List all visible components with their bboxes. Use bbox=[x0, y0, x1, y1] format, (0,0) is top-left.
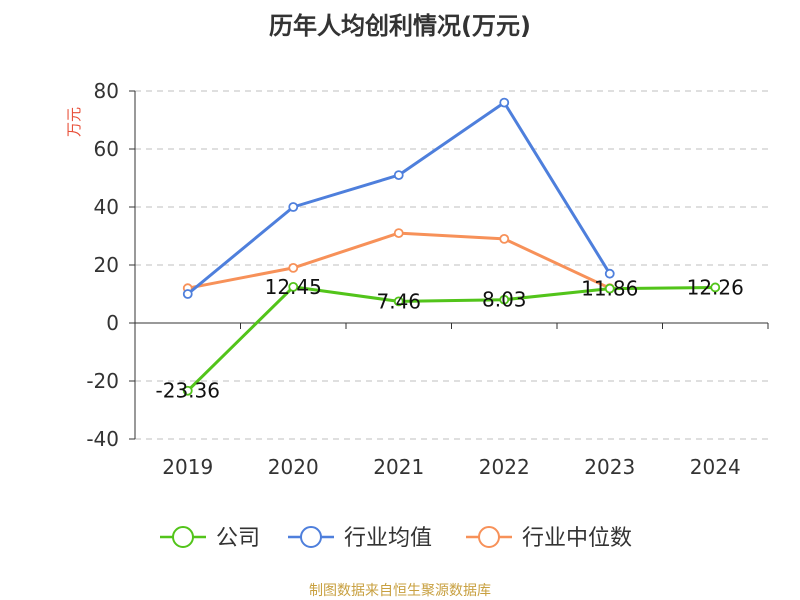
legend-marker bbox=[172, 526, 194, 548]
data-point bbox=[288, 262, 299, 273]
y-axis-label: 万元 bbox=[65, 107, 83, 137]
y-tick-label: 20 bbox=[94, 253, 119, 277]
data-point bbox=[393, 296, 404, 307]
x-tick-label: 2019 bbox=[162, 455, 213, 479]
y-tick-label: 0 bbox=[106, 311, 119, 335]
data-point bbox=[393, 228, 404, 239]
source-note: 制图数据来自恒生聚源数据库 bbox=[309, 583, 491, 599]
x-tick-label: 2021 bbox=[373, 455, 424, 479]
data-point bbox=[499, 294, 510, 305]
y-tick-label: -20 bbox=[86, 369, 119, 393]
legend-marker bbox=[300, 526, 322, 548]
data-label: 11.86 bbox=[581, 277, 638, 301]
x-tick-label: 2023 bbox=[584, 455, 635, 479]
x-tick-label: 2024 bbox=[690, 455, 741, 479]
y-tick-label: -40 bbox=[86, 427, 119, 451]
data-point bbox=[288, 281, 299, 292]
data-point bbox=[499, 233, 510, 244]
chart-title: 历年人均创利情况(万元) bbox=[269, 12, 531, 40]
data-point bbox=[393, 170, 404, 181]
legend-label: 公司 bbox=[216, 526, 260, 551]
legend-marker bbox=[478, 526, 500, 548]
data-label: -23.36 bbox=[156, 379, 220, 403]
data-point bbox=[604, 283, 615, 294]
y-tick-label: 60 bbox=[94, 137, 119, 161]
legend-label: 行业均值 bbox=[344, 526, 432, 551]
data-label: 12.26 bbox=[687, 275, 744, 299]
data-point bbox=[604, 268, 615, 279]
series-line-0 bbox=[186, 285, 716, 392]
x-tick-label: 2022 bbox=[479, 455, 530, 479]
data-label: 8.03 bbox=[482, 288, 527, 312]
y-tick-label: 40 bbox=[94, 195, 119, 219]
data-label: 12.45 bbox=[265, 275, 322, 299]
data-point bbox=[710, 282, 721, 293]
data-point bbox=[288, 202, 299, 212]
data-point bbox=[499, 97, 510, 108]
x-tick-label: 2020 bbox=[268, 455, 319, 479]
data-point bbox=[182, 289, 193, 299]
data-point bbox=[182, 385, 193, 396]
legend-label: 行业中位数 bbox=[522, 526, 632, 551]
data-label: 7.46 bbox=[376, 289, 421, 313]
y-tick-label: 80 bbox=[94, 79, 119, 103]
